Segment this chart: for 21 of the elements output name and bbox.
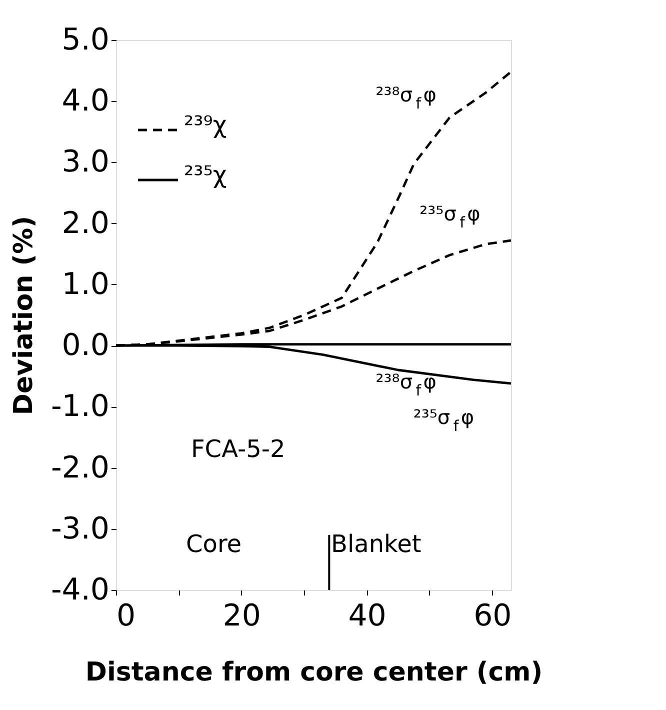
annotation: Blanket xyxy=(331,530,422,558)
y-tick-label: -3.0 xyxy=(50,511,110,546)
y-tick-label: 5.0 xyxy=(62,22,110,58)
annotation: Core xyxy=(186,530,242,558)
x-tick-label: 20 xyxy=(222,598,261,634)
y-tick-label: 4.0 xyxy=(62,84,110,119)
y-tick-label: 1.0 xyxy=(62,266,110,302)
legend-label: ²³⁹χ xyxy=(184,111,227,139)
legend-label: ²³⁵χ xyxy=(184,161,227,189)
y-tick-label: 0.0 xyxy=(62,328,110,364)
x-tick-label: 40 xyxy=(348,598,386,634)
y-tick-label: 2.0 xyxy=(62,206,110,241)
x-tick-label: 0 xyxy=(116,598,136,634)
x-tick-label: 60 xyxy=(474,598,512,634)
y-tick-label: -2.0 xyxy=(50,450,110,486)
y-tick-label: 3.0 xyxy=(62,144,110,180)
x-axis-title: Distance from core center (cm) xyxy=(85,658,543,688)
annotation: FCA-5-2 xyxy=(191,435,286,463)
y-tick-label: -1.0 xyxy=(50,389,110,424)
y-axis-title: Deviation (%) xyxy=(8,216,39,416)
y-tick-label: -4.0 xyxy=(50,572,110,608)
